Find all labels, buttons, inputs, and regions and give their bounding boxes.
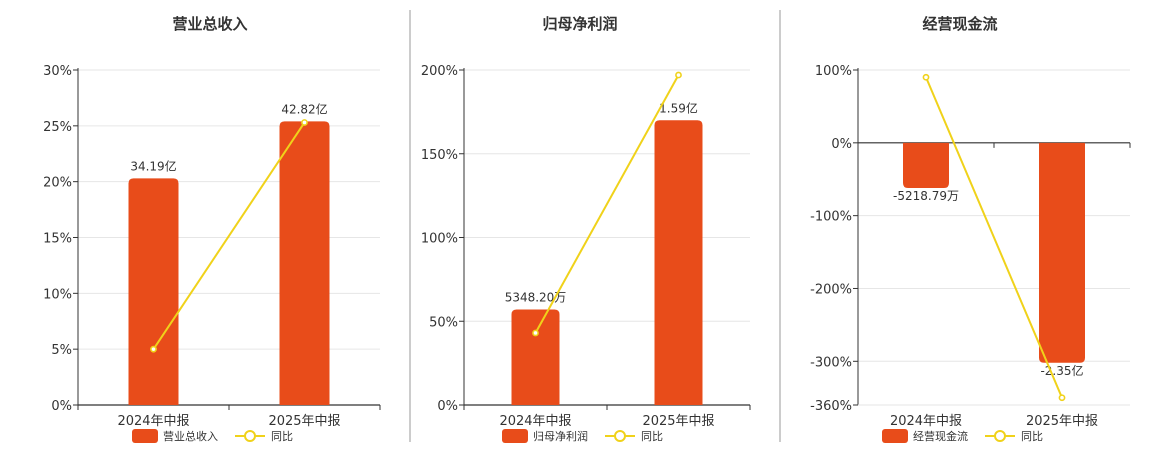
y-tick-label: 15% bbox=[43, 232, 72, 247]
y-tick-label: 100% bbox=[421, 232, 458, 247]
y-tick-label: 50% bbox=[429, 315, 458, 330]
legend-line-label: 同比 bbox=[271, 430, 293, 443]
x-tick-label: 2025年中报 bbox=[642, 414, 714, 429]
y-tick-label: 0% bbox=[437, 399, 458, 414]
yoy-line bbox=[152, 121, 306, 350]
bar-2 bbox=[279, 121, 330, 405]
yoy-line bbox=[925, 76, 1063, 399]
y-tick-label: 10% bbox=[43, 287, 72, 302]
bar-data-label: 1.59亿 bbox=[659, 100, 698, 115]
legend-bar-label: 营业总收入 bbox=[163, 429, 218, 443]
chart-title: 经营现金流 bbox=[922, 15, 997, 33]
yoy-point-1 bbox=[922, 73, 930, 81]
chart-title: 营业总收入 bbox=[172, 15, 247, 33]
legend-line-label: 同比 bbox=[1021, 430, 1043, 443]
bar-data-label: 34.19亿 bbox=[130, 158, 176, 173]
chart-3: 经营现金流 100% 0% -100% -200% -300% -360% 2024年中报 20… bbox=[810, 15, 1131, 443]
legend-line-marker bbox=[614, 430, 626, 442]
bar-1 bbox=[903, 142, 949, 188]
y-tick-label: -100% bbox=[810, 210, 852, 225]
legend-line-marker bbox=[994, 430, 1006, 442]
y-tick-label: 5% bbox=[51, 343, 72, 358]
x-tick-label: 2025年中报 bbox=[268, 414, 340, 429]
x-tick-label: 2024年中报 bbox=[890, 414, 962, 429]
yoy-point-2 bbox=[1058, 394, 1066, 402]
legend-bar-label: 归母净利润 bbox=[533, 429, 588, 443]
bar-data-label: 5348.20万 bbox=[505, 291, 567, 305]
y-tick-label: 100% bbox=[815, 64, 852, 79]
chart-2: 归母净利润 200% 150% 100% 50% 0% 2024年中报 2025年中报 5348… bbox=[421, 15, 751, 443]
y-tick-label: 20% bbox=[43, 176, 72, 191]
y-tick-label: 200% bbox=[421, 64, 458, 79]
y-tick-label: -200% bbox=[810, 282, 852, 297]
yoy-point-1 bbox=[150, 345, 157, 353]
bar-data-label: -2.35亿 bbox=[1040, 363, 1083, 378]
bar-data-label: -5218.79万 bbox=[893, 189, 959, 203]
yoy-point-2 bbox=[301, 119, 308, 126]
x-tick-label: 2024年中报 bbox=[117, 414, 189, 429]
bar-2 bbox=[1039, 142, 1085, 363]
legend-bar-swatch bbox=[132, 429, 158, 443]
bar-1 bbox=[128, 178, 179, 405]
yoy-point-2 bbox=[675, 71, 682, 79]
yoy-line bbox=[534, 74, 680, 334]
legend-line-label: 同比 bbox=[641, 430, 663, 443]
bar-2 bbox=[654, 120, 703, 405]
y-tick-label: 0% bbox=[51, 399, 72, 414]
y-tick-label: -360% bbox=[810, 399, 852, 414]
y-tick-label: 0% bbox=[831, 137, 852, 152]
y-tick-label: 30% bbox=[43, 64, 72, 79]
chart-1: 营业总收入 30% 25% 20% 15% 10% 5% 0% 2024年中报 2025年中报 34… bbox=[43, 15, 381, 443]
legend-bar-swatch bbox=[502, 429, 528, 443]
y-tick-label: -300% bbox=[810, 355, 852, 370]
bar-1 bbox=[511, 309, 560, 405]
x-tick-label: 2025年中报 bbox=[1026, 414, 1098, 429]
chart-title: 归母净利润 bbox=[542, 15, 617, 33]
yoy-point-1 bbox=[532, 329, 539, 337]
y-tick-label: 150% bbox=[421, 148, 458, 163]
y-tick-label: 25% bbox=[43, 120, 72, 135]
legend-line-marker bbox=[244, 430, 256, 442]
legend-bar-swatch bbox=[882, 429, 908, 443]
bar-data-label: 42.82亿 bbox=[281, 101, 327, 116]
x-tick-label: 2024年中报 bbox=[499, 414, 571, 429]
legend-bar-label: 经营现金流 bbox=[913, 429, 968, 443]
